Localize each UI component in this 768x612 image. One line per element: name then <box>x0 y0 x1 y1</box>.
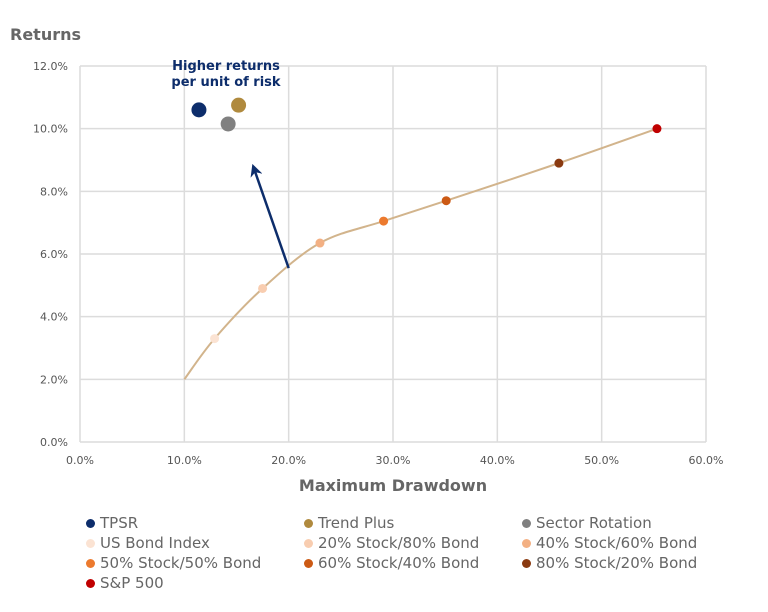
annotation-line-1: Higher returns <box>172 59 280 74</box>
legend-label: Trend Plus <box>318 514 395 532</box>
x-axis-label: Maximum Drawdown <box>299 476 487 495</box>
legend-marker-icon <box>304 518 313 528</box>
point-trend-plus <box>231 97 247 113</box>
x-tick-label: 20.0% <box>271 454 306 467</box>
x-tick-label: 60.0% <box>689 454 724 467</box>
legend-item-80-stock-20-bond: 80% Stock/20% Bond <box>522 554 742 572</box>
point-40-stock-60-bond <box>315 238 325 248</box>
point-sector-rotation <box>220 116 236 132</box>
point-20-stock-80-bond <box>258 283 268 293</box>
y-tick-label: 12.0% <box>33 60 68 73</box>
annotation-arrow <box>250 163 290 269</box>
legend-label: TPSR <box>100 514 139 532</box>
x-tick-label: 40.0% <box>480 454 515 467</box>
point-80-stock-20-bond <box>554 158 564 168</box>
point-s-p-500 <box>652 124 662 134</box>
legend-label: 60% Stock/40% Bond <box>318 554 480 572</box>
legend-item-trend-plus: Trend Plus <box>304 514 522 532</box>
legend-label: S&P 500 <box>100 574 164 592</box>
y-axis-label: Returns <box>10 25 81 44</box>
legend-item-us-bond-index: US Bond Index <box>86 534 304 552</box>
legend-item-50-stock-50-bond: 50% Stock/50% Bond <box>86 554 304 572</box>
x-tick-label: 0.0% <box>66 454 94 467</box>
point-us-bond-index <box>210 334 220 344</box>
legend-label: US Bond Index <box>100 534 210 552</box>
x-tick-label: 10.0% <box>167 454 202 467</box>
y-tick-label: 4.0% <box>40 311 68 324</box>
y-tick-label: 8.0% <box>40 185 68 198</box>
y-tick-label: 2.0% <box>40 373 68 386</box>
legend-label: 40% Stock/60% Bond <box>536 534 698 552</box>
legend-marker-icon <box>86 518 95 528</box>
legend-marker-icon <box>86 578 95 588</box>
x-tick-label: 30.0% <box>376 454 411 467</box>
legend-marker-icon <box>86 538 95 548</box>
annotation-line-2: per unit of risk <box>171 75 280 90</box>
legend-marker-icon <box>522 518 531 528</box>
legend-item-40-stock-60-bond: 40% Stock/60% Bond <box>522 534 742 552</box>
legend-label: 80% Stock/20% Bond <box>536 554 698 572</box>
legend-marker-icon <box>86 558 95 568</box>
legend-item-20-stock-80-bond: 20% Stock/80% Bond <box>304 534 522 552</box>
y-tick-label: 10.0% <box>33 123 68 136</box>
legend-label: 50% Stock/50% Bond <box>100 554 262 572</box>
legend-item-s-p-500: S&P 500 <box>86 574 304 592</box>
legend-marker-icon <box>522 538 531 548</box>
legend-marker-icon <box>304 558 313 568</box>
legend-marker-icon <box>522 558 531 568</box>
y-tick-label: 0.0% <box>40 436 68 449</box>
legend-item-tpsr: TPSR <box>86 514 304 532</box>
x-tick-label: 50.0% <box>584 454 619 467</box>
legend-label: Sector Rotation <box>536 514 652 532</box>
legend-label: 20% Stock/80% Bond <box>318 534 480 552</box>
legend-item-sector-rotation: Sector Rotation <box>522 514 742 532</box>
legend-marker-icon <box>304 538 313 548</box>
y-tick-label: 6.0% <box>40 248 68 261</box>
point-tpsr <box>191 102 207 118</box>
legend-item-60-stock-40-bond: 60% Stock/40% Bond <box>304 554 522 572</box>
point-60-stock-40-bond <box>441 196 451 206</box>
legend: TPSR Trend Plus Sector Rotation US Bond Ind… <box>86 514 742 592</box>
point-50-stock-50-bond <box>379 216 389 226</box>
